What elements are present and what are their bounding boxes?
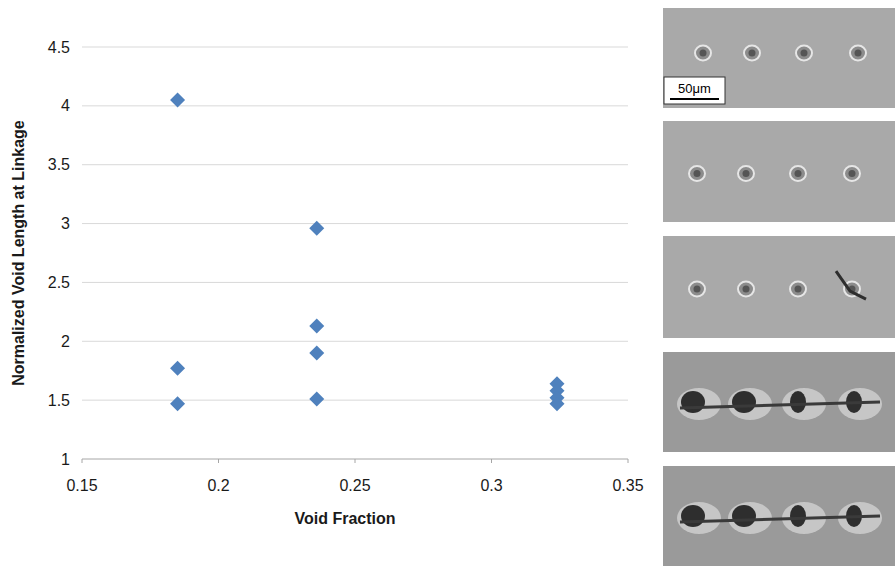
point [170,396,185,411]
figure: 1 1.5 2 2.5 3 3.5 4 4.5 0.15 0.2 0.25 0.3 0.35 Void F… [0,0,896,567]
point [550,396,565,411]
void [744,46,760,61]
x-tick-label: 0.35 [612,477,643,494]
x-tick-label: 0.3 [480,477,502,494]
void [681,391,705,413]
points [170,92,564,411]
void-core [801,50,808,57]
y-tick-label: 2 [61,333,70,350]
x-tick-label: 0.25 [339,477,370,494]
y-tick-label: 1.5 [48,392,70,409]
point [309,346,324,361]
void-core [694,170,701,177]
scale-bar [670,98,719,100]
y-axis-title: Normalized Void Length at Linkage [10,120,27,386]
void [732,391,756,413]
void [790,391,806,413]
void-glow [677,388,721,420]
micrograph [663,352,895,452]
micrograph-bg [663,466,895,566]
point [170,361,185,376]
grid-line [82,223,628,224]
grid-line [82,282,628,283]
y-tick-label: 3 [61,215,70,232]
void-core [795,170,802,177]
void-core [694,286,701,293]
void [850,46,866,61]
crack [836,271,866,299]
x-tick [82,459,83,463]
micrograph [663,8,895,108]
void-core [855,50,862,57]
y-tick-label: 4 [61,97,70,114]
void [738,166,754,181]
x-tick [628,459,629,463]
void [796,46,812,61]
void-core [743,170,750,177]
scale-label: 50μm [678,81,711,96]
point [309,391,324,406]
point [170,92,185,107]
void-core [849,170,856,177]
void [738,282,754,297]
x-tick [218,459,219,463]
y-tick-label: 1 [61,451,70,468]
grid-line [82,105,628,106]
scale-box [664,77,725,104]
point [309,318,324,333]
micrograph [663,466,895,566]
void-core [749,50,756,57]
void-glow [677,502,721,534]
grid-line [82,164,628,165]
void [790,166,806,181]
void [844,166,860,181]
x-axis-title: Void Fraction [294,510,395,527]
y-tick-label: 2.5 [48,274,70,291]
micrograph [663,121,895,222]
micrograph-bg [663,8,895,108]
micrograph-bg [663,236,895,338]
void-core [700,50,707,57]
x-tick [491,459,492,463]
grid-line [82,341,628,342]
micrograph [663,236,895,338]
void [695,46,711,61]
x-tick-label: 0.15 [66,477,97,494]
void [732,505,756,527]
x-tick-label: 0.2 [207,477,229,494]
y-tick-label: 3.5 [48,156,70,173]
void [681,505,705,527]
void [790,505,806,527]
void [790,282,806,297]
void [689,166,705,181]
grid-line [82,47,628,48]
y-tick-label: 4.5 [48,39,70,56]
void [689,282,705,297]
void-core [743,286,750,293]
crack [680,402,880,408]
grid-line [82,400,628,401]
micrograph-bg [663,121,895,222]
micrograph-bg [663,352,895,452]
crack [680,516,880,522]
point [309,221,324,236]
x-tick [355,459,356,463]
void-core [795,286,802,293]
